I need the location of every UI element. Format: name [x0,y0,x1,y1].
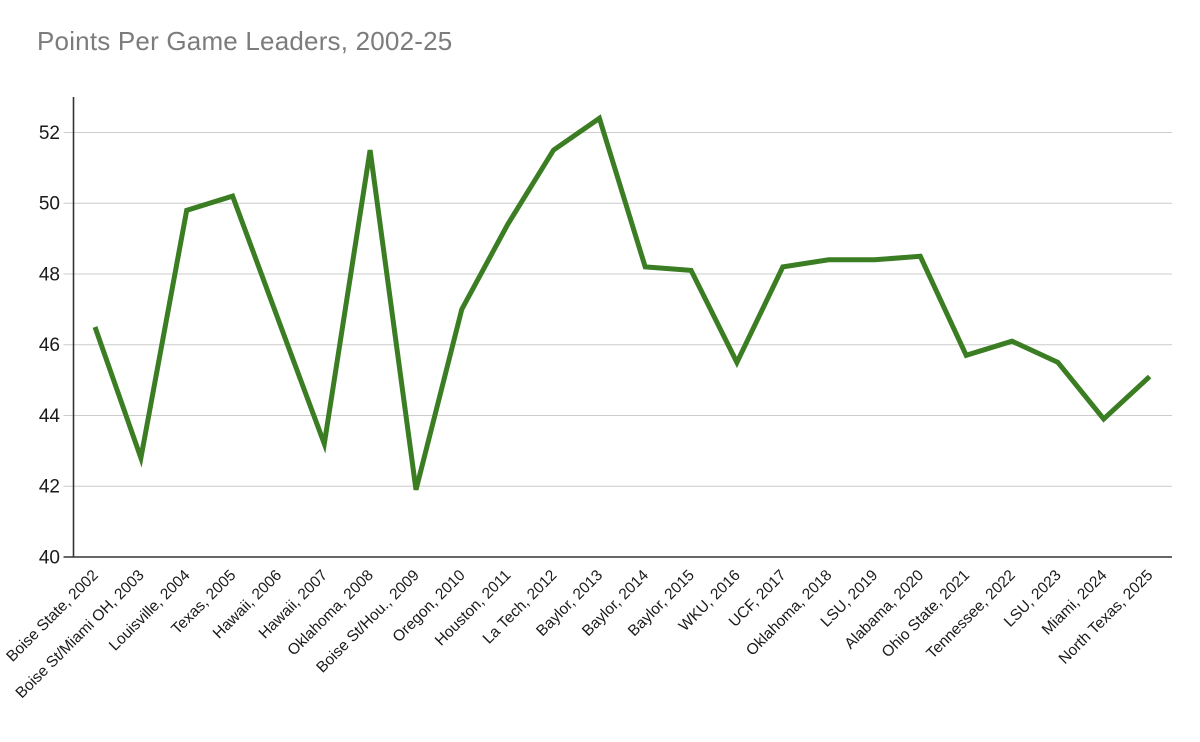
ppg-line-series [92,114,1152,491]
x-tick-label: Oklahoma, 2008 [284,567,376,659]
y-tick-label: 44 [39,406,61,427]
y-tick-label: 40 [39,548,60,569]
x-tick-label: Oklahoma, 2018 [743,567,835,659]
y-tick-label: 52 [39,123,60,144]
y-tick-label: 48 [39,264,60,285]
y-tick-label: 42 [39,477,60,498]
y-tick-label: 46 [39,335,60,356]
x-tick-label: Louisville, 2004 [106,567,194,655]
y-tick-label: 50 [39,194,60,215]
x-tick-label: Alabama, 2020 [841,567,927,653]
chart-title: Points Per Game Leaders, 2002-25 [37,26,453,56]
